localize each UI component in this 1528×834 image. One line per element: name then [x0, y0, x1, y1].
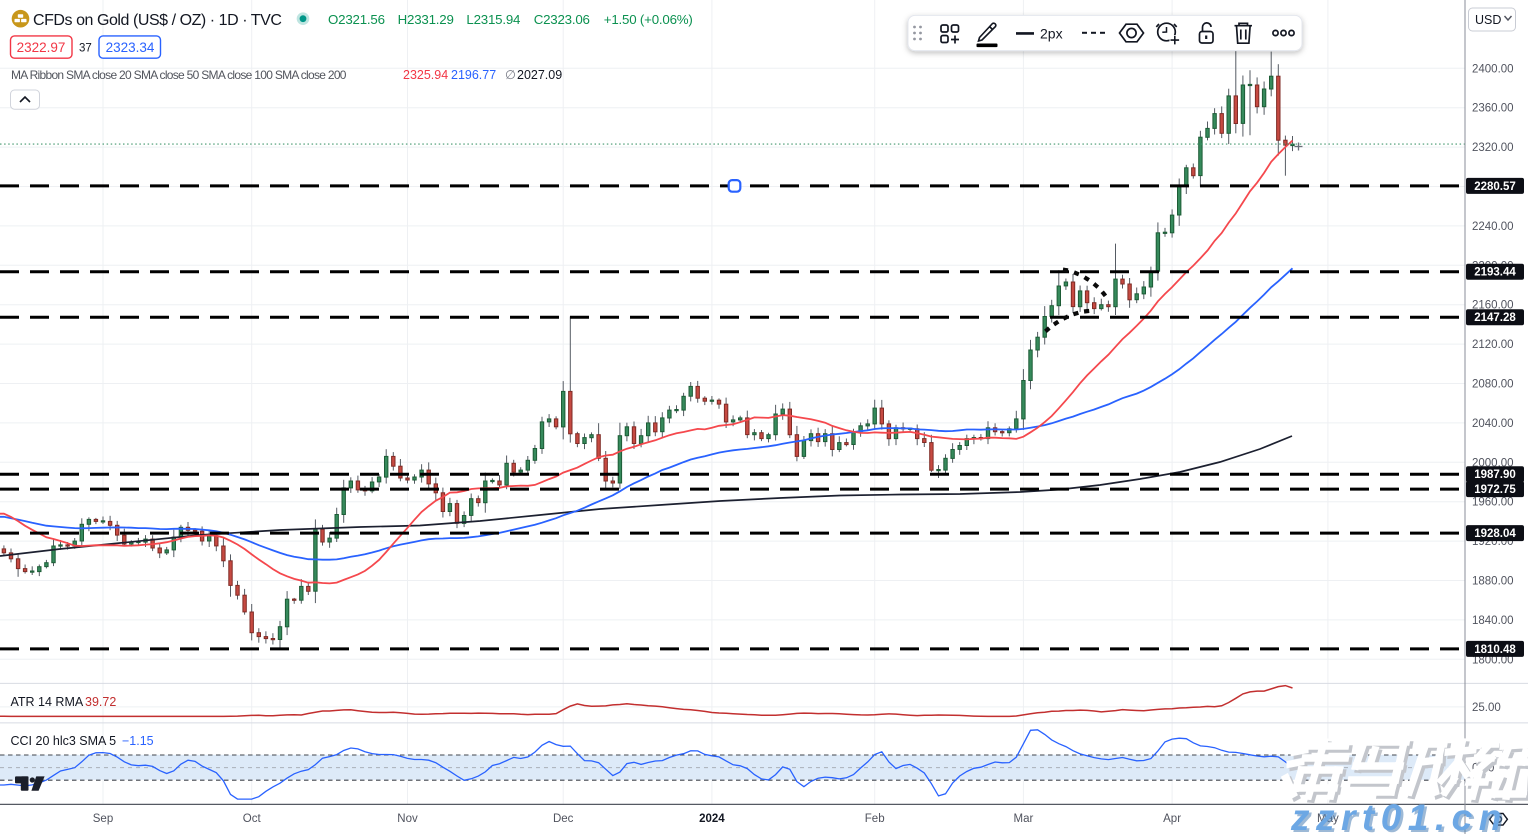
svg-text:−1.15: −1.15: [122, 734, 154, 748]
svg-text:USD: USD: [1475, 13, 1501, 27]
svg-text:2280.57: 2280.57: [1474, 181, 1516, 193]
svg-text:CCI 20 hlc3 SMA 5: CCI 20 hlc3 SMA 5: [11, 734, 117, 748]
svg-text:2360.00: 2360.00: [1472, 103, 1514, 115]
svg-text:1840.00: 1840.00: [1472, 615, 1514, 627]
svg-text:2320.00: 2320.00: [1472, 142, 1514, 154]
svg-text:2196.77: 2196.77: [451, 68, 496, 82]
svg-text:1960.00: 1960.00: [1472, 497, 1514, 509]
svg-text:Sep: Sep: [93, 813, 113, 825]
svg-text:+1.50 (+0.06%): +1.50 (+0.06%): [604, 12, 693, 27]
svg-text:1880.00: 1880.00: [1472, 576, 1514, 588]
svg-text:C2323.06: C2323.06: [534, 12, 590, 27]
svg-text:2027.09: 2027.09: [517, 68, 562, 82]
svg-text:1972.75: 1972.75: [1474, 484, 1516, 496]
svg-text:2024: 2024: [699, 813, 725, 825]
svg-text:CFDs on Gold (US$ / OZ) · 1D ·: CFDs on Gold (US$ / OZ) · 1D · TVC: [33, 12, 281, 29]
svg-text:1810.48: 1810.48: [1474, 644, 1516, 656]
svg-text:L2315.94: L2315.94: [466, 12, 520, 27]
svg-text:2400.00: 2400.00: [1472, 63, 1514, 75]
svg-text:MA Ribbon SMA close 20 SMA clo: MA Ribbon SMA close 20 SMA close 50 SMA …: [11, 68, 347, 82]
svg-text:zzrt01.cn: zzrt01.cn: [1290, 797, 1508, 834]
svg-text:2322.97: 2322.97: [17, 40, 66, 55]
svg-text:1800.00: 1800.00: [1472, 654, 1514, 666]
svg-text:Nov: Nov: [397, 813, 418, 825]
svg-text:∅: ∅: [505, 68, 516, 82]
svg-text:ATR 14 RMA: ATR 14 RMA: [11, 695, 84, 709]
svg-text:2193.44: 2193.44: [1474, 267, 1516, 279]
svg-text:1987.90: 1987.90: [1474, 469, 1516, 481]
svg-text:Dec: Dec: [553, 813, 574, 825]
svg-text:2px: 2px: [1040, 26, 1063, 42]
svg-text:May: May: [1317, 813, 1339, 825]
svg-text:2325.94: 2325.94: [403, 68, 448, 82]
svg-text:2080.00: 2080.00: [1472, 379, 1514, 391]
svg-text:Oct: Oct: [243, 813, 262, 825]
svg-text:Apr: Apr: [1163, 813, 1181, 825]
svg-text:zzrt01.cn: zzrt01.cn: [1293, 799, 1511, 834]
svg-text:O2321.56: O2321.56: [328, 12, 385, 27]
svg-text:2240.00: 2240.00: [1472, 221, 1514, 233]
svg-text:2040.00: 2040.00: [1472, 418, 1514, 430]
svg-text:2323.34: 2323.34: [106, 40, 155, 55]
svg-text:1928.04: 1928.04: [1474, 528, 1516, 540]
svg-text:Mar: Mar: [1013, 813, 1033, 825]
svg-text:2147.28: 2147.28: [1474, 312, 1516, 324]
svg-text:37: 37: [79, 43, 92, 55]
svg-text:2160.00: 2160.00: [1472, 300, 1514, 312]
svg-text:39.72: 39.72: [85, 695, 116, 709]
svg-text:25.00: 25.00: [1472, 702, 1501, 714]
svg-text:H2331.29: H2331.29: [398, 12, 454, 27]
svg-text:Feb: Feb: [865, 813, 885, 825]
svg-text:2120.00: 2120.00: [1472, 339, 1514, 351]
